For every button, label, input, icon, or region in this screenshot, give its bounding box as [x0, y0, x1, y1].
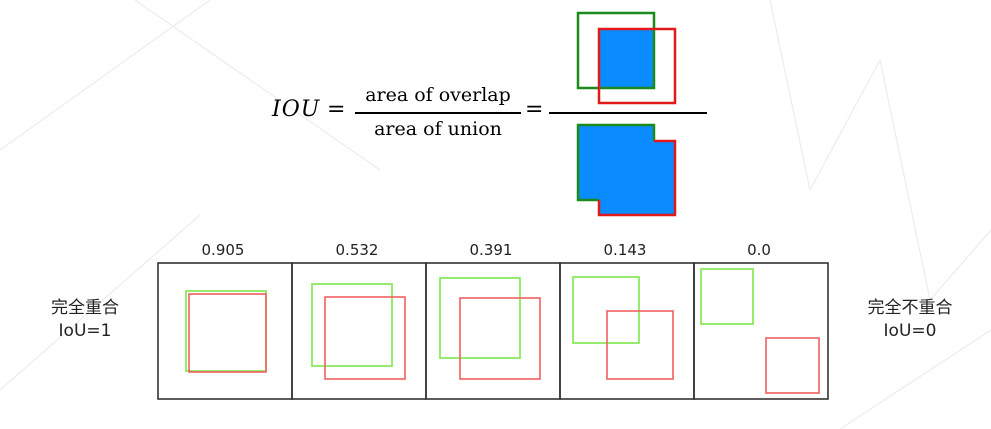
overlap-fill: [599, 29, 654, 88]
predicted-box: [765, 337, 820, 394]
numerator-text: area of overlap: [365, 84, 511, 106]
fraction-bar-2: [549, 112, 707, 114]
score-label: 0.0: [747, 241, 771, 259]
predicted-box: [459, 297, 541, 380]
predicted-box: [324, 296, 406, 380]
ground-truth-box: [572, 276, 640, 344]
equals-sign: =: [327, 97, 346, 122]
no-overlap-iou: IoU=0: [883, 321, 937, 341]
full-overlap-caption: 完全重合 IoU=1: [30, 297, 140, 343]
no-overlap-caption: 完全不重合 IoU=0: [850, 297, 970, 343]
union-red-outline: [597, 139, 677, 217]
predicted-box: [606, 310, 674, 380]
predicted-box: [597, 27, 677, 105]
union-diagram: [576, 123, 677, 217]
union-fill: [578, 125, 675, 215]
score-label: 0.905: [201, 241, 245, 259]
ground-truth-box: [311, 283, 393, 367]
ground-truth-box: [576, 11, 656, 90]
iou-example-panels: [157, 262, 829, 400]
full-overlap-label: 完全重合: [51, 298, 119, 318]
full-overlap-iou: IoU=1: [58, 321, 112, 341]
overlap-diagram: [576, 11, 677, 105]
fraction-bar: [355, 112, 521, 114]
ground-truth-box: [185, 290, 267, 372]
equals-sign-2: =: [525, 97, 544, 122]
score-label: 0.532: [335, 241, 379, 259]
no-overlap-label: 完全不重合: [867, 298, 953, 318]
iou-symbol: IOU: [272, 97, 321, 122]
ground-truth-box: [439, 277, 521, 359]
score-label: 0.143: [603, 241, 647, 259]
panel-frame: [693, 262, 829, 400]
denominator-text: area of union: [374, 118, 502, 140]
predicted-box: [188, 293, 267, 373]
score-label: 0.391: [469, 241, 513, 259]
union-green-outline: [576, 123, 656, 202]
ground-truth-box: [700, 268, 754, 325]
panel-frame: [157, 262, 293, 400]
